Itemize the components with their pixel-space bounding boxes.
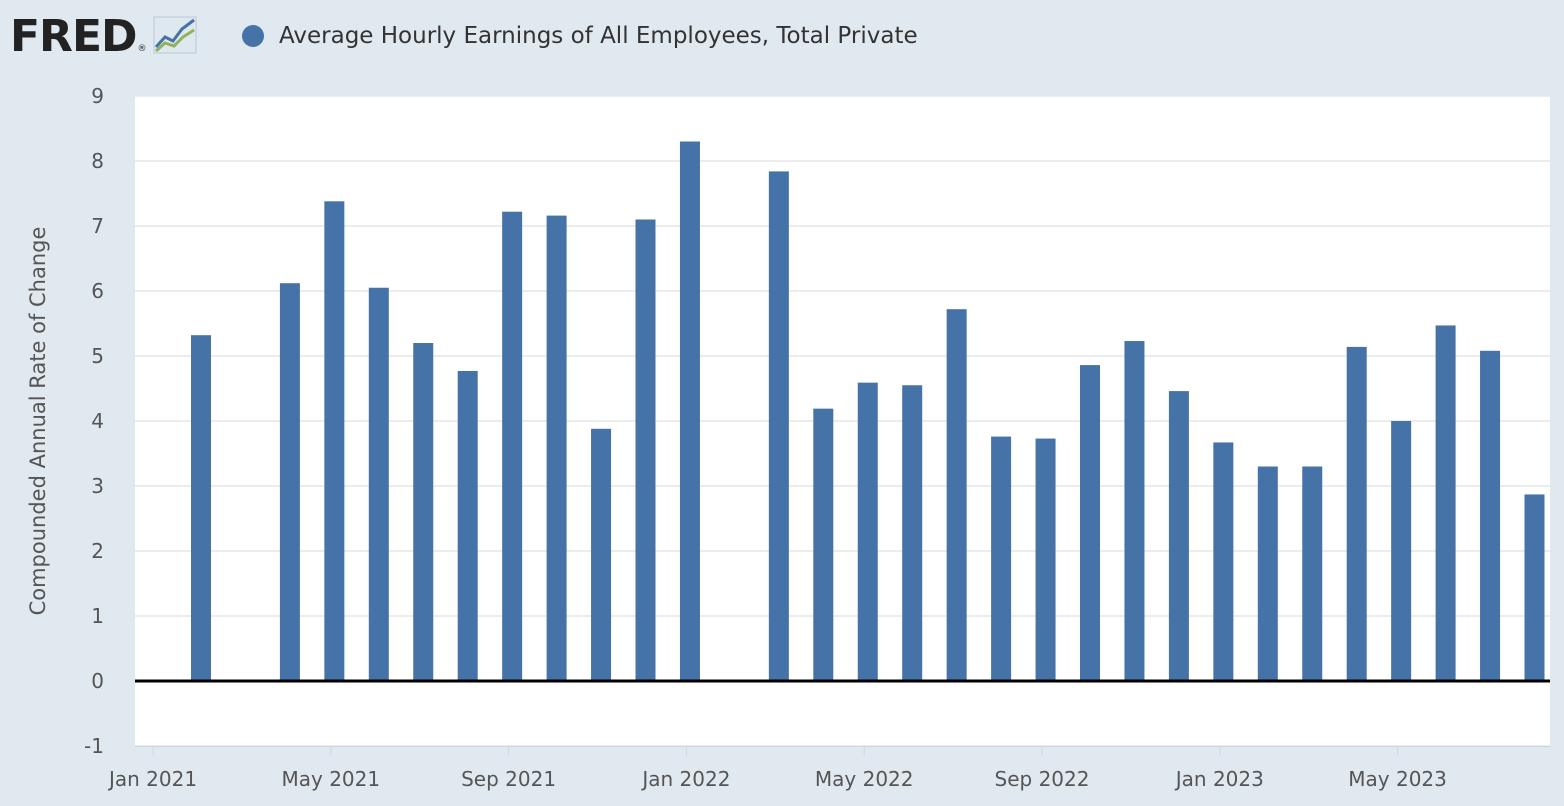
- bar[interactable]: [368, 287, 389, 681]
- y-axis-title: Compounded Annual Rate of Change: [26, 227, 50, 616]
- logo-text: FRED: [10, 10, 138, 62]
- x-tick-label: May 2023: [1348, 767, 1447, 791]
- chart-legend[interactable]: Average Hourly Earnings of All Employees…: [242, 20, 918, 52]
- bar[interactable]: [902, 385, 923, 681]
- logo-registered-mark: ®: [137, 44, 147, 54]
- bar[interactable]: [1302, 466, 1323, 682]
- bar[interactable]: [1124, 341, 1145, 681]
- legend-label: Average Hourly Earnings of All Employees…: [279, 23, 918, 49]
- bars: [191, 141, 1545, 682]
- bar[interactable]: [1257, 466, 1278, 682]
- x-tick-label: Sep 2022: [995, 767, 1090, 791]
- bar[interactable]: [324, 201, 345, 682]
- y-tick-label: 1: [91, 604, 104, 628]
- bar[interactable]: [457, 370, 478, 681]
- x-tick-label: Jan 2023: [1174, 767, 1264, 791]
- bar[interactable]: [191, 335, 211, 681]
- bar[interactable]: [1035, 438, 1056, 681]
- y-tick-label: 0: [91, 669, 104, 693]
- bar[interactable]: [413, 343, 434, 681]
- bar[interactable]: [635, 219, 656, 682]
- y-axis-ticks: -1 0 1 2 3 4 5 6 7 8 9: [84, 84, 104, 758]
- bar[interactable]: [1080, 365, 1100, 681]
- y-tick-label: 6: [91, 279, 104, 303]
- x-tick-label: Jan 2022: [640, 767, 730, 791]
- bar[interactable]: [813, 408, 834, 681]
- x-axis-ticks: Jan 2021 May 2021 Sep 2021 Jan 2022 May 2022…: [107, 746, 1550, 791]
- chart-header: FRED ® Average Hourly Earnings of All Em…: [0, 0, 1564, 80]
- y-tick-label: 7: [91, 214, 104, 238]
- x-tick-label: Jan 2021: [107, 767, 197, 791]
- y-tick-label: 3: [91, 474, 104, 498]
- bar[interactable]: [546, 215, 567, 681]
- bar[interactable]: [1480, 350, 1501, 681]
- fred-line-chart-icon: [153, 13, 197, 59]
- y-tick-label: 8: [91, 149, 104, 173]
- legend-marker-icon: [242, 25, 264, 47]
- bar[interactable]: [591, 428, 612, 681]
- bar[interactable]: [502, 211, 523, 681]
- x-tick-label: May 2022: [815, 767, 914, 791]
- x-tick-label: Sep 2021: [461, 767, 556, 791]
- bar[interactable]: [1168, 391, 1189, 681]
- fred-logo[interactable]: FRED ®: [10, 8, 197, 64]
- bar[interactable]: [679, 141, 700, 682]
- bar[interactable]: [1524, 494, 1545, 681]
- y-tick-label: 4: [91, 409, 104, 433]
- bar[interactable]: [279, 283, 300, 681]
- y-tick-label: 9: [91, 84, 104, 108]
- bar[interactable]: [1391, 421, 1412, 681]
- bar[interactable]: [857, 382, 878, 681]
- bar[interactable]: [1435, 325, 1456, 681]
- bar[interactable]: [1213, 442, 1234, 681]
- bar[interactable]: [1346, 346, 1367, 681]
- bar[interactable]: [991, 436, 1012, 681]
- y-tick-label: -1: [84, 734, 104, 758]
- bar[interactable]: [768, 171, 789, 681]
- x-tick-label: May 2021: [281, 767, 380, 791]
- bar[interactable]: [946, 309, 967, 681]
- y-tick-label: 5: [91, 344, 104, 368]
- y-tick-label: 2: [91, 539, 104, 563]
